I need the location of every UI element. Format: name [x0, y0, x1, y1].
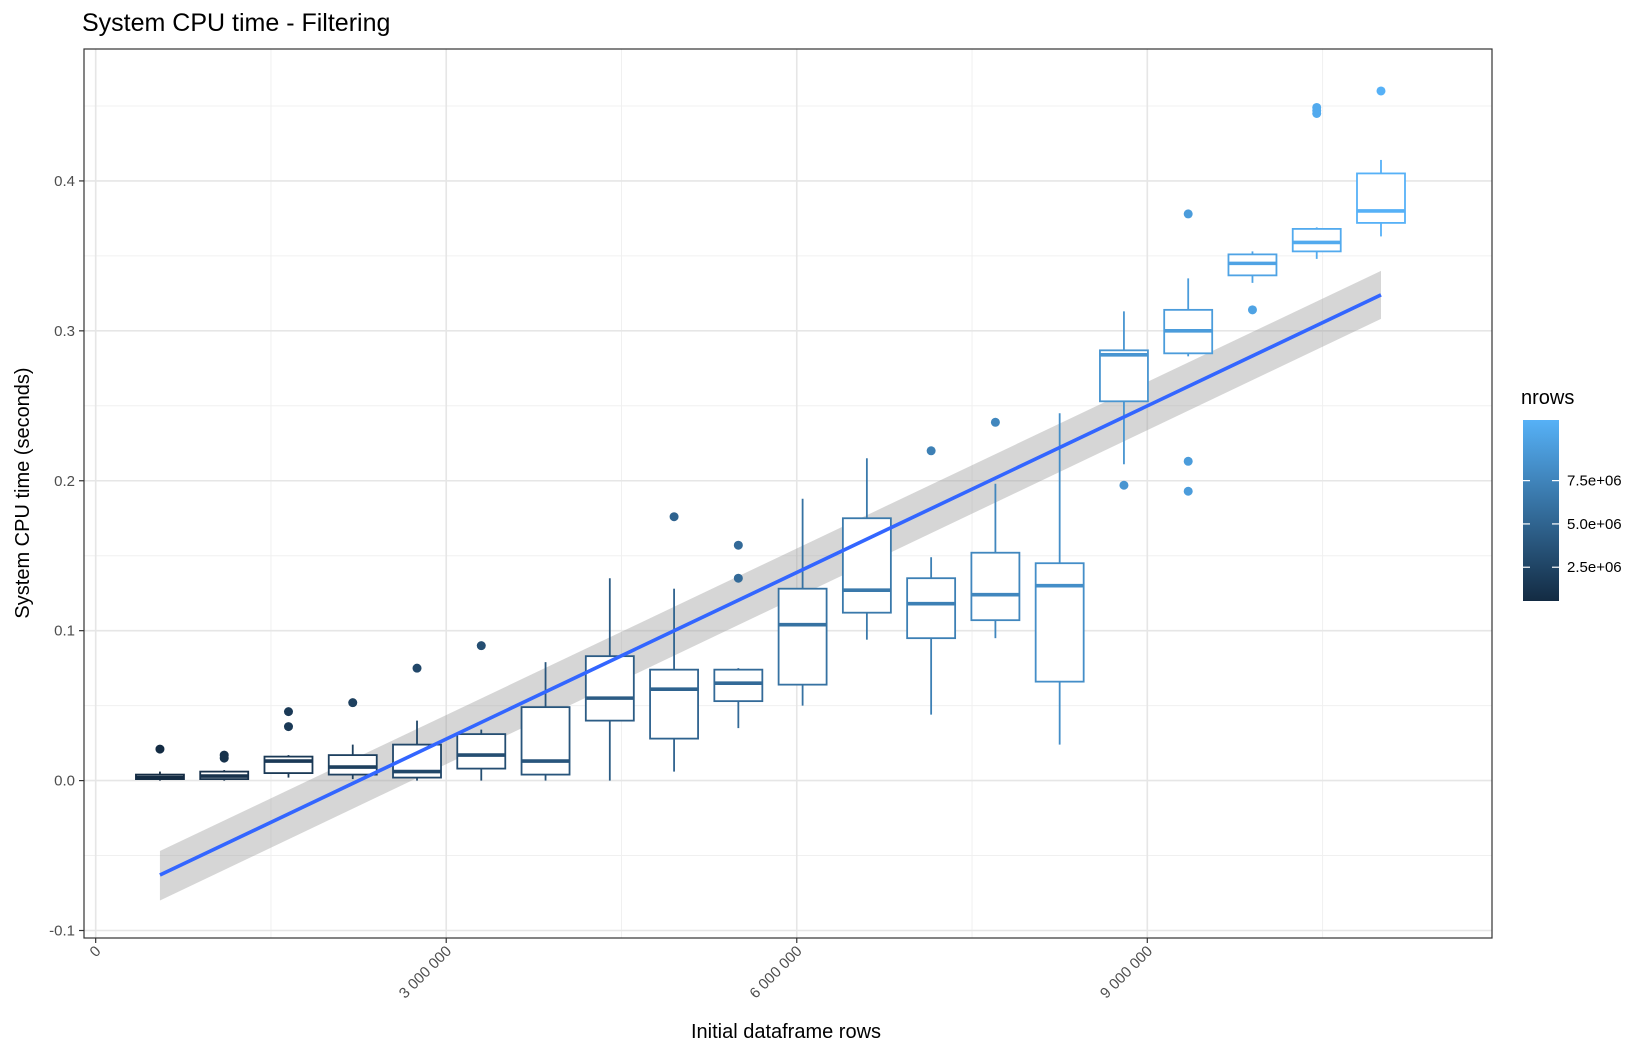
boxplot-15 [1034, 413, 1085, 745]
box [1291, 227, 1342, 253]
legend-title: nrows [1521, 387, 1574, 409]
outlier-point [219, 750, 229, 760]
x-tick-label: 3 000 000 [396, 943, 455, 1002]
box [263, 755, 314, 774]
boxplot-20 [1356, 86, 1406, 237]
boxplot-layer [135, 86, 1406, 781]
boxplot-7 [520, 662, 571, 781]
outlier-point [1183, 486, 1193, 496]
box [841, 517, 892, 614]
box [713, 668, 764, 703]
box [584, 655, 635, 722]
panel-background [84, 49, 1492, 938]
legend-tick-label: 5.0e+06 [1567, 516, 1622, 533]
boxplot-11 [777, 498, 828, 706]
y-tick-label: -0.1 [49, 923, 75, 940]
boxplot-19 [1291, 102, 1342, 259]
outlier-point [733, 540, 743, 550]
y-tick-label: 0.1 [54, 623, 75, 640]
x-axis-title: Initial dataframe rows [691, 1021, 881, 1043]
boxplot-1 [135, 744, 185, 781]
outlier-point [733, 573, 743, 583]
boxplot-3 [263, 707, 314, 778]
outlier-point [412, 663, 422, 673]
trend-line [159, 293, 1382, 877]
plot-panel [84, 49, 1492, 938]
y-axis-title: System CPU time (seconds) [12, 367, 34, 618]
boxplot-12 [841, 458, 892, 640]
legend-tick-label: 2.5e+06 [1567, 559, 1622, 576]
trend-line-layer [159, 293, 1382, 877]
boxplot-9 [649, 512, 699, 772]
y-tick-label: 0.0 [54, 773, 75, 790]
y-tick-label: 0.2 [54, 473, 75, 490]
legend-ticks: 2.5e+06 5.0e+06 7.5e+06 [1523, 473, 1622, 576]
box [649, 668, 699, 740]
boxplot-13 [906, 446, 957, 715]
outlier-point [155, 744, 165, 754]
legend: nrows 2.5e+06 5.0e+06 7.5e+06 [1521, 387, 1622, 601]
major-gridlines [84, 49, 1492, 938]
x-tick-label: 0 [87, 943, 105, 961]
boxplot-6 [456, 641, 507, 781]
box [1099, 349, 1149, 403]
x-tick-label: 9 000 000 [1097, 943, 1156, 1002]
chart-title: System CPU time - Filtering [82, 9, 390, 37]
y-tick-label: 0.3 [54, 323, 75, 340]
outlier-point [1183, 456, 1193, 466]
y-tick-label: 0.4 [54, 173, 75, 190]
outlier-point [348, 698, 358, 708]
box [1356, 172, 1406, 224]
boxplot-14 [970, 417, 1021, 639]
boxplot-4 [327, 698, 378, 780]
outlier-point [1376, 86, 1386, 96]
boxplot-10 [713, 540, 764, 729]
boxplot-2 [199, 750, 250, 781]
outlier-point [990, 417, 1000, 427]
legend-colorbar [1523, 420, 1559, 601]
outlier-point [476, 641, 486, 651]
legend-tick-label: 7.5e+06 [1567, 473, 1622, 490]
x-axis: 0 3 000 000 6 000 000 9 000 000 [87, 938, 1156, 1002]
plot-border [83, 48, 1493, 939]
outlier-point [1119, 480, 1129, 490]
box [456, 733, 507, 770]
box [906, 577, 957, 640]
box [970, 551, 1021, 622]
box [520, 706, 571, 776]
boxplot-5 [392, 663, 442, 781]
outlier-point [926, 446, 936, 456]
outlier-point [1247, 305, 1257, 315]
box [327, 754, 378, 776]
y-axis: -0.1 0.0 0.1 0.2 0.3 0.4 [49, 173, 84, 940]
panel-border-rect [83, 48, 1493, 939]
boxplot-17 [1163, 209, 1214, 496]
boxplot-18 [1227, 251, 1278, 315]
x-tick-label: 6 000 000 [746, 943, 805, 1002]
outlier-point [669, 512, 679, 522]
outlier-point [1183, 209, 1193, 219]
box [1034, 562, 1085, 683]
boxplot-16 [1099, 311, 1149, 490]
outlier-point [283, 707, 293, 717]
outlier-point [1312, 102, 1322, 112]
box [777, 587, 828, 686]
outlier-point [283, 722, 293, 732]
minor-gridlines [84, 49, 1492, 938]
